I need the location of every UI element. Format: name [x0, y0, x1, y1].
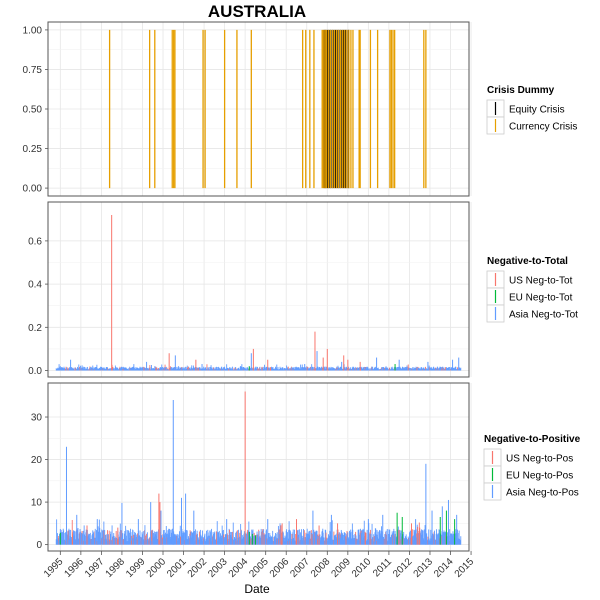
x-tick-label: 2002 [186, 556, 210, 580]
y-tick-label: 20 [31, 455, 43, 466]
x-tick-label: 2003 [206, 556, 230, 580]
y-tick-label: 0 [36, 540, 42, 551]
y-tick-label: 0.2 [28, 323, 42, 334]
y-tick-label: 0.75 [23, 65, 43, 76]
x-tick-label: 2005 [247, 556, 271, 580]
panel-background [48, 383, 469, 551]
baseline-bars [55, 364, 462, 371]
panel-border [47, 21, 470, 197]
y-tick-label: 0.50 [23, 105, 43, 116]
y-tick-label: 0.25 [23, 144, 43, 155]
baseline-bars [55, 519, 462, 545]
legend-neg_to_total: Negative-to-Total US Neg-to-Tot EU Neg-to-… [486, 256, 578, 323]
series-us [86, 391, 421, 545]
series-eu [248, 364, 396, 371]
x-tick-label: 2010 [350, 556, 374, 580]
series-us [111, 214, 361, 371]
legend-title: Negative-to-Total [487, 256, 568, 267]
legend-label: EU Neg-to-Pos [506, 471, 573, 482]
panel-neg_to_pos: 0 10 20 30 [31, 382, 472, 552]
y-tick-label: 0.0 [28, 366, 42, 377]
panels: 0.00 0.25 0.50 0.75 1.00 0.0 0.2 0.4 0.6 0 10 20 30 [23, 21, 472, 552]
x-tick-label: 2007 [288, 556, 312, 580]
y-tick-label: 1.00 [23, 25, 43, 36]
x-tick-label: 2004 [227, 556, 251, 580]
legend-neg_to_pos: Negative-to-Positive US Neg-to-Pos EU Neg-… [483, 434, 581, 501]
x-tick-label: 2015 [453, 556, 477, 580]
legend-label: Equity Crisis [509, 105, 565, 116]
legend-label: Asia Neg-to-Tot [509, 310, 578, 321]
x-tick-label: 1996 [62, 556, 86, 580]
x-tick-label: 1995 [42, 556, 66, 580]
panel-neg_to_total: 0.0 0.2 0.4 0.6 [28, 201, 472, 378]
legend-title: Negative-to-Positive [484, 434, 581, 445]
figure-title: AUSTRALIA [208, 2, 306, 21]
y-tick-label: 0.4 [28, 280, 42, 291]
y-tick-label: 0.6 [28, 236, 42, 247]
x-tick-label: 2012 [391, 556, 415, 580]
y-tick-label: 30 [31, 413, 43, 424]
x-tick-label: 2008 [309, 556, 333, 580]
x-tick-label: 2014 [432, 556, 456, 580]
x-tick-label: 2009 [329, 556, 353, 580]
y-tick-label: 0.00 [23, 184, 43, 195]
panel-border [47, 382, 470, 552]
series-asia [70, 351, 460, 371]
legend-label: EU Neg-to-Tot [509, 293, 573, 304]
legend-label: Currency Crisis [509, 122, 577, 133]
series-eu [59, 510, 456, 545]
y-tick-label: 10 [31, 498, 43, 509]
x-axis-label: Date [244, 582, 270, 596]
legend-crisis: Crisis Dummy Equity Crisis Currency Crisis [486, 85, 577, 135]
legends: Crisis Dummy Equity Crisis Currency Crisis… [483, 85, 581, 501]
panel-background [48, 202, 469, 377]
series-currency [108, 29, 427, 189]
panel-crisis: 0.00 0.25 0.50 0.75 1.00 [23, 21, 472, 197]
legend-label: US Neg-to-Tot [509, 276, 573, 287]
x-axis: 1995199619971998199920002001200220032004… [42, 551, 477, 580]
x-tick-label: 2000 [145, 556, 169, 580]
x-tick-label: 1997 [83, 556, 107, 580]
x-tick-label: 2013 [412, 556, 436, 580]
x-tick-label: 2006 [268, 556, 292, 580]
panel-border [47, 201, 470, 378]
legend-label: US Neg-to-Pos [506, 454, 573, 465]
x-tick-label: 2001 [165, 556, 189, 580]
x-tick-label: 1999 [124, 556, 148, 580]
x-tick-label: 1998 [104, 556, 128, 580]
legend-label: Asia Neg-to-Pos [506, 488, 579, 499]
series-asia [65, 400, 458, 545]
legend-title: Crisis Dummy [487, 85, 555, 96]
x-tick-label: 2011 [371, 556, 394, 579]
